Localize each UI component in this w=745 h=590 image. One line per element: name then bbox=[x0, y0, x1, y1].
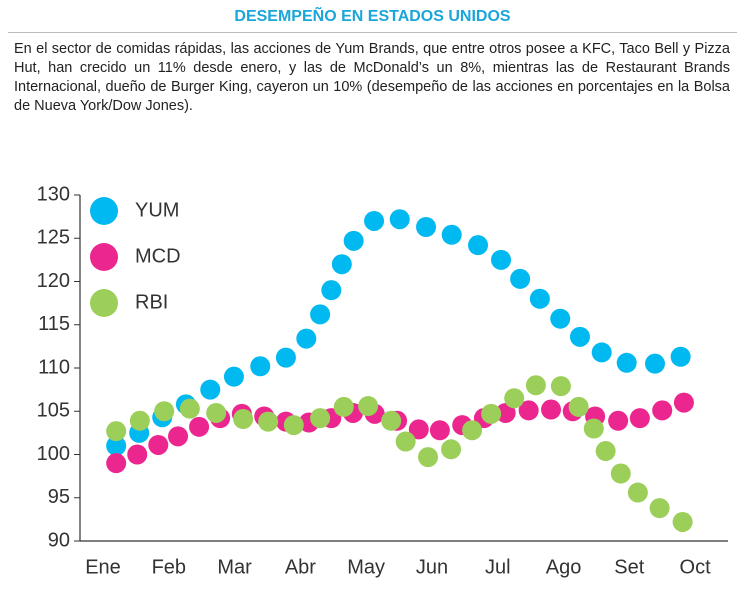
dot bbox=[649, 498, 670, 519]
dot bbox=[250, 356, 271, 377]
chart-subtitle: En el sector de comidas rápidas, las acc… bbox=[14, 41, 730, 114]
x-tick-label: Set bbox=[614, 556, 644, 578]
dot bbox=[127, 444, 148, 465]
dot bbox=[644, 353, 665, 374]
dot bbox=[504, 388, 525, 409]
dot bbox=[106, 435, 127, 456]
dot bbox=[258, 411, 279, 432]
dot bbox=[595, 441, 616, 462]
dot bbox=[200, 379, 221, 400]
dot bbox=[129, 410, 150, 431]
dot bbox=[154, 401, 175, 422]
y-tick-label: 105 bbox=[37, 400, 70, 422]
dot bbox=[670, 346, 691, 367]
dot bbox=[106, 453, 127, 474]
y-tick-label: 125 bbox=[37, 227, 70, 249]
dot bbox=[364, 210, 385, 231]
dot bbox=[233, 409, 254, 430]
y-tick-label: 100 bbox=[37, 443, 70, 465]
dot bbox=[283, 415, 304, 436]
dot bbox=[529, 288, 550, 309]
dot bbox=[395, 431, 416, 452]
dot bbox=[491, 249, 512, 270]
dot bbox=[616, 352, 637, 373]
legend-label: YUM bbox=[135, 199, 179, 221]
dot bbox=[550, 308, 571, 329]
dot bbox=[627, 482, 648, 503]
legend-swatch bbox=[90, 197, 118, 225]
y-tick-label: 130 bbox=[37, 183, 70, 205]
dot bbox=[296, 328, 317, 349]
dot bbox=[495, 402, 516, 423]
dot bbox=[310, 408, 331, 429]
dot bbox=[441, 439, 462, 460]
dot bbox=[518, 400, 539, 421]
dot bbox=[310, 304, 331, 325]
dot bbox=[569, 326, 590, 347]
x-tick-label: Mar bbox=[217, 556, 252, 578]
dot bbox=[148, 434, 169, 455]
dot bbox=[331, 254, 352, 275]
dot bbox=[583, 418, 604, 439]
dot bbox=[179, 398, 200, 419]
dot bbox=[568, 396, 589, 417]
dot bbox=[321, 280, 342, 301]
dot bbox=[591, 342, 612, 363]
dot bbox=[343, 230, 364, 251]
x-tick-label: May bbox=[347, 556, 385, 578]
dot bbox=[416, 217, 437, 238]
dot bbox=[168, 426, 189, 447]
dot bbox=[418, 447, 439, 468]
y-tick-label: 95 bbox=[48, 486, 70, 508]
chart-title: DESEMPEÑO EN ESTADOS UNIDOS bbox=[234, 8, 511, 25]
dot bbox=[462, 420, 483, 441]
legend-swatch bbox=[90, 243, 118, 271]
legend-label: MCD bbox=[135, 245, 181, 267]
y-tick-label: 110 bbox=[38, 356, 70, 378]
dot bbox=[408, 419, 429, 440]
dot bbox=[672, 511, 693, 532]
dot bbox=[275, 347, 296, 368]
dot bbox=[610, 463, 631, 484]
dot bbox=[481, 403, 502, 424]
x-tick-label: Ene bbox=[85, 556, 121, 578]
x-tick-label: Abr bbox=[285, 556, 316, 578]
x-tick-label: Jun bbox=[416, 556, 448, 578]
dot bbox=[389, 209, 410, 230]
dot bbox=[333, 396, 354, 417]
dot bbox=[550, 376, 571, 397]
x-tick-label: Feb bbox=[152, 556, 186, 578]
legend-label: RBI bbox=[135, 291, 168, 313]
dot bbox=[629, 408, 650, 429]
y-tick-label: 90 bbox=[48, 529, 70, 551]
dot bbox=[206, 402, 227, 423]
dot bbox=[468, 235, 489, 256]
dot bbox=[429, 420, 450, 441]
legend-swatch bbox=[90, 289, 118, 317]
title-rule bbox=[8, 32, 737, 33]
dot bbox=[652, 400, 673, 421]
dot bbox=[189, 416, 210, 437]
x-tick-label: Oct bbox=[680, 556, 712, 578]
dot bbox=[608, 410, 629, 431]
x-tick-label: Jul bbox=[485, 556, 511, 578]
dot bbox=[441, 224, 462, 245]
dot bbox=[358, 396, 379, 417]
dot bbox=[381, 410, 402, 431]
dot bbox=[106, 421, 127, 442]
dot bbox=[673, 392, 694, 413]
y-tick-label: 120 bbox=[37, 270, 70, 292]
dot bbox=[223, 366, 244, 387]
x-tick-label: Ago bbox=[546, 556, 582, 578]
dot bbox=[525, 375, 546, 396]
y-tick-label: 115 bbox=[38, 313, 70, 335]
dot bbox=[510, 268, 531, 289]
dot bbox=[541, 399, 562, 420]
